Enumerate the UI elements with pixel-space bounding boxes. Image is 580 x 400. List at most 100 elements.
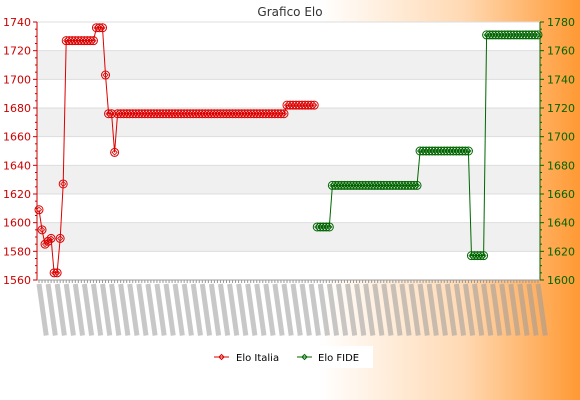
x-tick-label-illegible xyxy=(335,283,349,336)
data-point xyxy=(530,30,540,40)
y-left-tick-label: 1600 xyxy=(3,217,31,230)
y-right-tick-label: 1740 xyxy=(547,73,575,86)
legend-label-italia: Elo Italia xyxy=(236,353,279,364)
data-point xyxy=(85,36,95,46)
data-point-marker xyxy=(99,24,106,31)
chart-title: Grafico Elo xyxy=(257,5,322,19)
grid-band xyxy=(37,165,540,194)
x-tick-label-illegible xyxy=(217,283,231,336)
x-tick-label-illegible xyxy=(181,283,194,336)
data-point-marker xyxy=(326,223,333,231)
x-tick-label-illegible xyxy=(163,283,176,336)
data-point xyxy=(460,146,470,156)
data-point-marker xyxy=(311,102,318,109)
x-tick-label-illegible xyxy=(417,283,430,336)
data-point xyxy=(463,146,473,156)
y-right-tick-label: 1760 xyxy=(547,45,575,58)
x-tick-label-illegible xyxy=(118,283,131,336)
data-point xyxy=(309,100,319,110)
data-point xyxy=(94,23,104,33)
x-tick-label-illegible xyxy=(408,283,421,336)
data-point-marker xyxy=(57,235,64,242)
x-tick-label-illegible xyxy=(481,283,494,336)
data-point xyxy=(101,70,111,80)
data-point-marker xyxy=(280,110,288,117)
y-right-tick-label: 1680 xyxy=(547,159,575,172)
x-tick-label-illegible xyxy=(472,283,485,336)
y-right-tick-label: 1720 xyxy=(547,102,575,115)
y-right-tick-label: 1640 xyxy=(547,217,575,230)
data-point xyxy=(98,23,108,33)
y-right-tick-label: 1620 xyxy=(547,245,575,258)
x-tick-label-illegible xyxy=(127,283,140,336)
x-tick-label-illegible xyxy=(326,283,340,336)
x-tick-label-illegible xyxy=(462,283,476,336)
data-point xyxy=(409,180,419,190)
x-tick-label-illegible xyxy=(499,283,512,336)
grid-band xyxy=(37,108,540,137)
x-tick-label-illegible xyxy=(490,283,503,336)
data-point-marker xyxy=(480,252,487,259)
data-point xyxy=(104,109,114,119)
data-point xyxy=(49,268,59,278)
x-tick-label-illegible xyxy=(154,283,167,336)
x-tick-label-illegible xyxy=(381,283,394,336)
data-point-marker xyxy=(60,180,67,188)
x-tick-label-illegible xyxy=(281,283,294,336)
data-point xyxy=(40,239,50,249)
data-point-marker xyxy=(413,182,421,189)
y-left-tick-label: 1580 xyxy=(3,245,31,258)
legend-item-fide: Elo FIDE xyxy=(297,353,359,364)
grid-band xyxy=(37,222,540,252)
data-point-marker xyxy=(54,269,61,276)
data-point xyxy=(55,233,65,243)
data-point xyxy=(88,36,98,46)
x-tick-label-illegible xyxy=(517,283,530,336)
legend: Elo Italia Elo FIDE xyxy=(207,346,373,368)
data-point-marker xyxy=(102,71,109,79)
x-tick-label-illegible xyxy=(63,283,76,336)
data-point xyxy=(52,268,62,278)
y-right-tick-label: 1660 xyxy=(547,188,575,201)
x-tick-label-illegible xyxy=(36,283,49,336)
data-point xyxy=(43,236,53,246)
y-right-tick-label: 1780 xyxy=(547,16,575,29)
x-tick-label-illegible xyxy=(426,283,439,336)
y-left-tick-label: 1560 xyxy=(3,274,31,287)
x-tick-label-illegible xyxy=(72,283,86,336)
data-point-marker xyxy=(38,226,46,233)
data-point-marker xyxy=(41,241,49,248)
x-tick-label-illegible xyxy=(109,283,122,336)
x-tick-label-illegible xyxy=(199,283,213,336)
data-point-marker xyxy=(45,238,52,245)
y-right-tick-label: 1600 xyxy=(547,274,575,287)
y-left-tick-label: 1700 xyxy=(3,73,31,86)
x-tick-label-illegible xyxy=(45,283,58,336)
data-point xyxy=(306,100,316,110)
x-tick-label-illegible xyxy=(81,283,95,336)
x-tick-label-illegible xyxy=(100,283,113,336)
legend-marker-italia xyxy=(218,353,225,361)
y-left-tick-label: 1620 xyxy=(3,188,31,201)
x-tick-label-illegible xyxy=(254,283,267,336)
data-point xyxy=(110,147,120,157)
data-point xyxy=(533,30,543,40)
data-point xyxy=(479,251,489,261)
legend-box xyxy=(207,346,373,368)
x-tick-label-illegible xyxy=(363,283,376,336)
x-tick-label-illegible xyxy=(399,283,412,336)
x-tick-label-illegible xyxy=(453,283,467,336)
data-point xyxy=(279,109,289,119)
x-tick-label-illegible xyxy=(508,283,521,336)
y-left-tick-label: 1720 xyxy=(3,45,31,58)
x-tick-label-illegible xyxy=(245,283,258,336)
x-tick-label-illegible xyxy=(308,283,321,336)
data-point-marker xyxy=(111,149,118,156)
y-left-tick-label: 1680 xyxy=(3,102,31,115)
x-tick-label-illegible xyxy=(172,283,185,336)
data-point-marker xyxy=(465,147,472,155)
x-tick-label-illegible xyxy=(444,283,457,336)
x-tick-label-illegible xyxy=(208,283,222,336)
y-left-tick-label: 1740 xyxy=(3,16,31,29)
x-tick-label-illegible xyxy=(372,283,385,336)
